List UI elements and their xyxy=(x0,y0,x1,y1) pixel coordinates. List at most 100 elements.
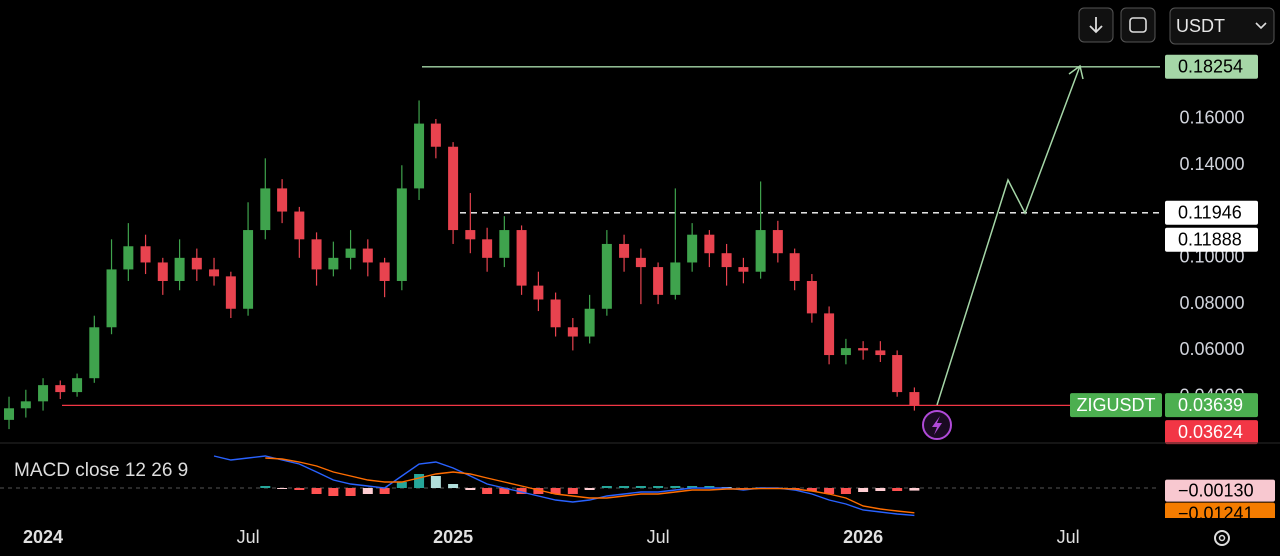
x-tick-label: Jul xyxy=(237,527,260,547)
candle-body xyxy=(840,348,851,356)
candle-body xyxy=(499,230,510,258)
candle-body xyxy=(396,188,407,281)
candle-body xyxy=(379,262,390,281)
histogram-bar xyxy=(328,488,339,496)
gear[interactable] xyxy=(1214,530,1230,546)
histogram-bar xyxy=(619,486,630,488)
symbol-box xyxy=(1070,393,1162,418)
macd-label-box xyxy=(1165,479,1275,502)
fullscreen-icon[interactable] xyxy=(1129,17,1147,33)
x-tick-label: 2024 xyxy=(23,527,63,547)
candle-body xyxy=(140,246,151,263)
price-label: 0.11946 xyxy=(1178,203,1242,223)
candle-body xyxy=(704,234,715,254)
candle-body xyxy=(191,257,202,270)
histogram-bar xyxy=(909,488,920,491)
histogram-bar xyxy=(550,488,561,494)
histogram-bar xyxy=(482,488,493,494)
candle-body xyxy=(414,123,425,189)
candle-body xyxy=(892,355,903,393)
price-pane: 0.040000.060000.080000.100000.140000.160… xyxy=(4,54,1258,445)
candle-body xyxy=(584,308,595,337)
y-tick-label: 0.14000 xyxy=(1179,154,1244,174)
histogram-bar xyxy=(840,488,851,494)
histogram-bar xyxy=(704,486,715,488)
candle-body xyxy=(448,146,459,231)
currency-label[interactable]: USDT xyxy=(1176,16,1225,36)
candle-body xyxy=(174,257,185,281)
y-tick-label: 0.06000 xyxy=(1179,339,1244,359)
currency-select[interactable] xyxy=(1169,7,1275,45)
candle-body xyxy=(567,327,578,337)
candle-body xyxy=(72,378,83,393)
candle-body xyxy=(345,248,356,258)
candle-body xyxy=(909,392,920,406)
histogram-bar xyxy=(414,474,425,488)
candle-body xyxy=(806,280,817,314)
histogram-bar xyxy=(892,488,903,491)
histogram-bar xyxy=(670,486,681,488)
price-label-box xyxy=(1165,54,1258,79)
signal-line xyxy=(265,457,915,514)
candle-body xyxy=(225,276,236,309)
chevron[interactable] xyxy=(1255,22,1267,30)
candle-body xyxy=(38,385,49,402)
y-tick-label: 0.16000 xyxy=(1179,108,1244,128)
fullscreen-button[interactable] xyxy=(1120,7,1156,43)
candle-body xyxy=(789,253,800,281)
histogram-bar xyxy=(277,488,288,489)
candle-body xyxy=(653,267,664,295)
histogram-bar xyxy=(687,486,698,488)
projection-path xyxy=(936,65,1081,406)
macd-line xyxy=(213,455,915,517)
x-axis: 2024 Jul 2025 Jul 2026 Jul xyxy=(23,520,1080,547)
histogram-bar xyxy=(430,476,441,488)
settings[interactable] xyxy=(1214,530,1230,546)
histogram-bar xyxy=(635,486,646,488)
candle-body xyxy=(209,269,220,277)
gear-hub[interactable] xyxy=(1218,534,1226,542)
histogram-bar xyxy=(499,488,510,494)
candle-body xyxy=(755,230,766,272)
candle-body xyxy=(243,230,254,309)
y-tick-label: 0.08000 xyxy=(1179,293,1244,313)
macd-label: −0.00130 xyxy=(1178,480,1254,500)
histogram-bar xyxy=(396,482,407,488)
price-label: 0.18254 xyxy=(1178,57,1243,77)
histogram-bar xyxy=(824,488,835,494)
candle-body xyxy=(430,123,441,147)
x-tick-label: Jul xyxy=(1057,527,1080,547)
arrow-head xyxy=(1068,64,1084,80)
alert-icon[interactable] xyxy=(922,410,952,440)
candle-body xyxy=(687,234,698,263)
download-icon[interactable] xyxy=(1089,17,1103,34)
candle-body xyxy=(294,211,305,240)
histogram-bar xyxy=(806,488,817,491)
histogram-bar xyxy=(567,488,578,494)
histogram-bar xyxy=(260,486,271,488)
histogram-bar xyxy=(362,488,373,494)
candle-body xyxy=(516,230,527,286)
candle-body xyxy=(123,246,134,270)
candle-body xyxy=(157,262,168,281)
candle-body xyxy=(824,313,835,356)
candle-body xyxy=(601,243,612,309)
projection xyxy=(936,64,1084,406)
price-label-box xyxy=(1165,200,1258,225)
x-tick-label: 2025 xyxy=(433,527,473,547)
price-label-box xyxy=(1165,393,1258,418)
candle-body xyxy=(875,350,886,356)
candle-body xyxy=(55,385,66,393)
histogram-bar xyxy=(294,488,305,490)
candle-body xyxy=(772,230,783,254)
candle-body xyxy=(260,188,271,231)
candle-body xyxy=(738,267,749,272)
price-label: 0.03624 xyxy=(1178,422,1243,442)
candle-body xyxy=(328,257,339,270)
bolt[interactable] xyxy=(932,416,942,435)
histogram-bar xyxy=(533,488,544,494)
candle-body xyxy=(311,239,322,270)
candle-body xyxy=(550,299,561,328)
